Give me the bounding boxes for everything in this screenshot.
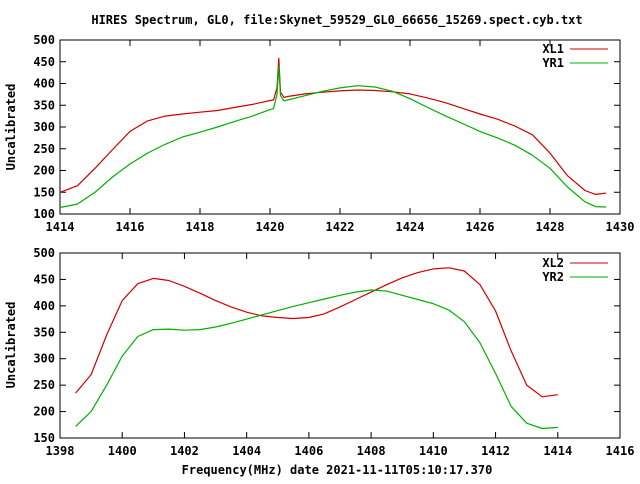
x-tick-label: 1408 [357,444,386,458]
x-tick-label: 1422 [326,220,355,234]
y-tick-label: 150 [33,185,55,199]
series-line-yr1 [59,65,607,209]
x-tick-label: 1406 [294,444,323,458]
x-tick-label: 1424 [396,220,425,234]
lower-legend: XL2 YR2 [542,256,608,284]
x-tick-label: 1426 [466,220,495,234]
series-line-yr2 [75,289,558,430]
x-tick-label: 1400 [108,444,137,458]
y-tick-label: 450 [33,55,55,69]
y-tick-label: 200 [33,164,55,178]
upper-ticks: 100 150 200 250 300 350 400 450 500 1414 1416 1418 1… [33,33,634,234]
x-tick-label: 1420 [256,220,285,234]
upper-plot: Uncalibrated 100 150 200 250 300 350 400 450 500… [4,33,634,234]
y-tick-label: 150 [33,431,55,445]
x-tick-label: 1416 [116,220,145,234]
x-tick-label: 1412 [481,444,510,458]
x-tick-label: 1414 [46,220,75,234]
y-tick-label: 250 [33,378,55,392]
y-tick-label: 350 [33,325,55,339]
y-tick-label: 300 [33,120,55,134]
y-tick-label: 100 [33,207,55,221]
x-tick-label: 1430 [606,220,635,234]
y-tick-label: 400 [33,299,55,313]
lower-series [75,267,558,430]
x-tick-label: 1402 [170,444,199,458]
y-tick-label: 200 [33,405,55,419]
lower-plot-frame [59,252,621,439]
lower-ticks: 150 200 250 300 350 400 450 500 1398 1400 1402 1404… [33,246,634,458]
y-tick-label: 500 [33,246,55,260]
series-line-xl1 [59,57,607,195]
series-line-xl2 [75,267,558,398]
x-tick-label: 1428 [536,220,565,234]
upper-y-axis-label: Uncalibrated [4,84,18,171]
x-tick-label: 1410 [419,444,448,458]
x-axis-label: Frequency(MHz) date 2021-11-11T05:10:17.… [182,463,493,477]
chart-title: HIRES Spectrum, GL0, file:Skynet_59529_G… [91,13,582,28]
x-tick-label: 1414 [543,444,572,458]
lower-plot: Uncalibrated 150 200 250 300 350 400 450 500 139… [4,246,634,458]
lower-y-axis-label: Uncalibrated [4,302,18,389]
y-tick-label: 500 [33,33,55,47]
upper-legend: XL1 YR1 [542,42,608,70]
y-tick-label: 400 [33,77,55,91]
x-tick-label: 1404 [232,444,261,458]
x-tick-label: 1398 [46,444,75,458]
y-tick-label: 350 [33,98,55,112]
y-tick-label: 250 [33,142,55,156]
x-tick-label: 1416 [606,444,635,458]
upper-plot-frame [59,39,621,215]
legend-label-yr2: YR2 [542,270,564,284]
x-tick-label: 1418 [186,220,215,234]
y-tick-label: 450 [33,272,55,286]
legend-label-yr1: YR1 [542,56,564,70]
y-tick-label: 300 [33,352,55,366]
upper-series [59,57,607,209]
legend-label-xl1: XL1 [542,42,564,56]
legend-label-xl2: XL2 [542,256,564,270]
